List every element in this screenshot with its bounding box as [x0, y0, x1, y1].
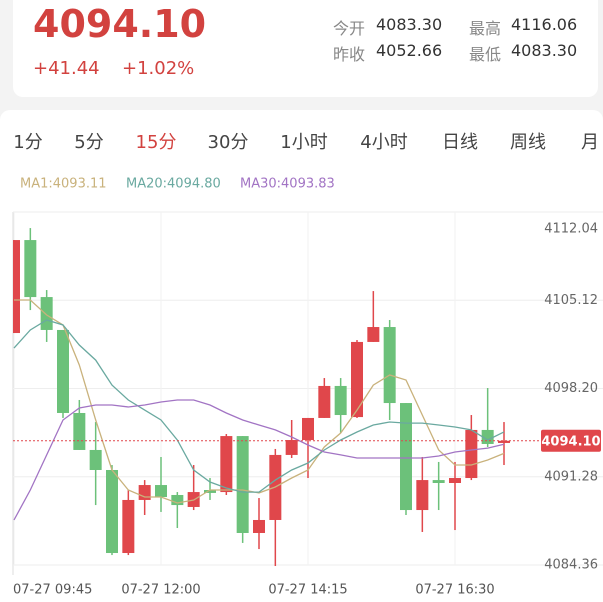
stat-value: 4116.06	[511, 15, 578, 34]
candle-body	[220, 436, 233, 493]
candle-body	[465, 429, 478, 479]
ma-line	[13, 399, 505, 521]
stat-label: 今开	[333, 19, 366, 38]
candle-body	[302, 417, 314, 441]
tab[interactable]: 1分	[13, 132, 43, 153]
ma-line	[14, 299, 505, 504]
stat-value: 4052.66	[376, 41, 443, 60]
legend-entry: MA20:4094.80	[126, 177, 221, 192]
candle-body	[155, 485, 167, 498]
candle-body	[383, 327, 396, 404]
tab[interactable]: 日线	[442, 132, 478, 153]
stat-label: 昨收	[333, 45, 366, 64]
candle-body	[13, 240, 20, 334]
chart: 4112.04 4105.12 4098.20 4091.28 4084.36 07-27…	[12, 177, 603, 598]
candle-body	[318, 385, 331, 418]
stat-label: 最低	[469, 45, 502, 64]
candle-body	[285, 440, 298, 455]
last-price-label: 4094.10	[541, 434, 600, 449]
y-tick-label: 4084.36	[544, 558, 598, 573]
price: 4094.10	[33, 2, 207, 46]
tab[interactable]: 15分	[135, 132, 177, 153]
stat-label: 最高	[469, 19, 502, 38]
candle-body	[498, 440, 510, 443]
x-tick-label: 07-27 12:00	[121, 583, 200, 598]
candle-body	[106, 469, 118, 554]
candle-body	[138, 485, 151, 500]
stat-value: 4083.30	[511, 41, 578, 60]
last-price-box	[541, 429, 601, 452]
tab[interactable]: 周线	[510, 132, 546, 153]
candle-body	[236, 436, 249, 533]
change: +41.44	[33, 58, 100, 79]
candle-body	[351, 341, 363, 418]
tab[interactable]: 1小时	[280, 132, 328, 153]
tab[interactable]: 4小时	[360, 132, 408, 153]
candle-body	[449, 478, 461, 483]
candle-body	[89, 449, 102, 470]
plot-area	[13, 228, 510, 567]
y-tick-label: 4098.20	[544, 381, 598, 396]
x-tick-label: 07-27 09:45	[13, 583, 92, 598]
y-tick-label: 4105.12	[544, 293, 598, 308]
ma-line	[13, 319, 505, 493]
candle-body	[73, 412, 86, 450]
stat-value: 4083.30	[376, 15, 443, 34]
y-tick-label: 4091.28	[544, 469, 598, 484]
candle-body	[253, 519, 265, 533]
candle-body	[57, 329, 69, 413]
tab[interactable]: 月	[581, 132, 599, 153]
candle-body	[416, 480, 429, 511]
legend-entry: MA30:4093.83	[240, 177, 335, 192]
candle-body	[204, 490, 216, 493]
candle-body	[334, 385, 347, 416]
tab[interactable]: 30分	[207, 132, 249, 153]
candle-body	[122, 499, 135, 554]
tab[interactable]: 5分	[74, 132, 104, 153]
candle-body	[367, 327, 380, 342]
legend-entry: MA1:4093.11	[20, 177, 107, 192]
chart-panel	[0, 110, 603, 602]
candle-body	[432, 480, 445, 483]
candle-body	[400, 403, 412, 511]
candle-body	[24, 240, 37, 298]
x-tick-label: 07-27 14:15	[268, 583, 347, 598]
change-pct: +1.02%	[122, 58, 195, 79]
candle-body	[171, 494, 184, 506]
quote-card	[13, 0, 598, 97]
x-tick-label: 07-27 16:30	[415, 583, 494, 598]
y-tick-label: 4112.04	[544, 222, 598, 237]
candle-body	[40, 297, 53, 330]
